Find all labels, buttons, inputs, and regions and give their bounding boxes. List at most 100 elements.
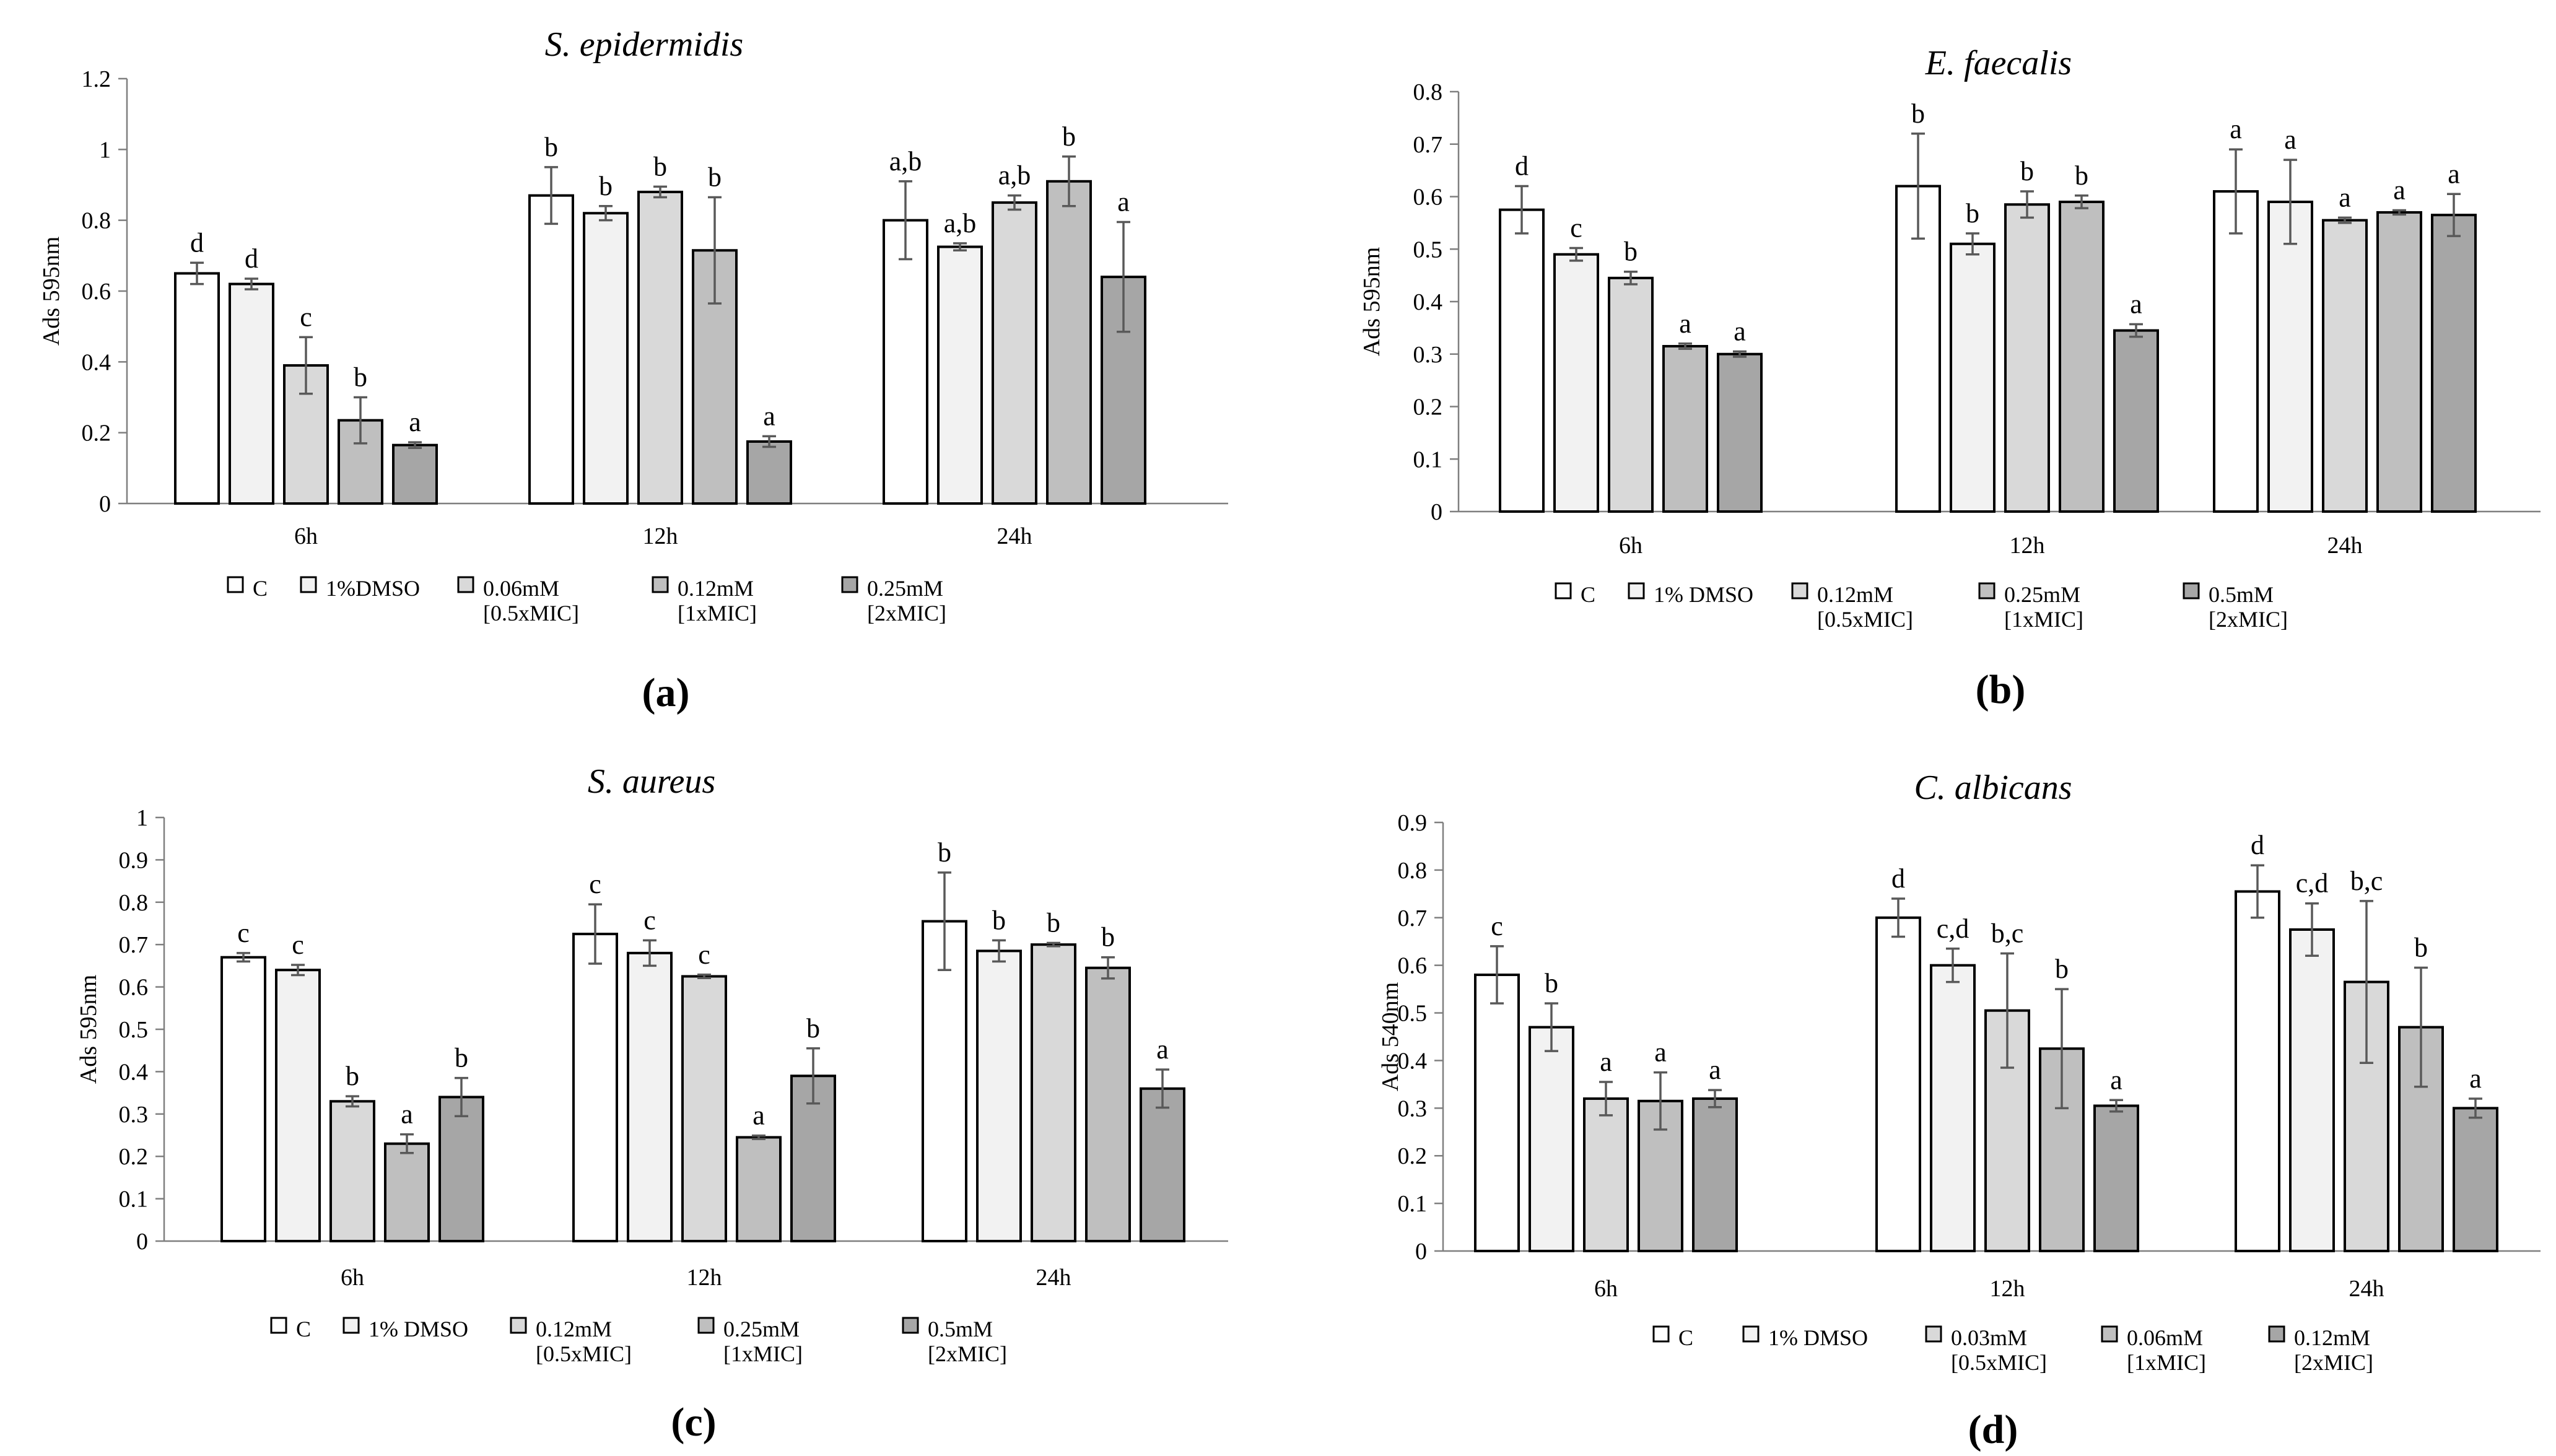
significance-letter: d [190, 227, 204, 258]
legend-label: [1xMIC] [723, 1341, 803, 1366]
significance-letter: d [245, 243, 258, 274]
significance-letter: b [544, 132, 558, 162]
legend-label: 0.12mM [536, 1317, 612, 1341]
bar-24h-series-4 [1085, 966, 1131, 1242]
significance-letter: a,b [944, 208, 977, 238]
y-tick-label: 0 [1431, 499, 1442, 525]
legend-label: [0.5xMIC] [536, 1341, 632, 1366]
panel-label: (b) [1976, 667, 2026, 712]
significance-letter: a [409, 407, 421, 437]
significance-letter: a [2230, 114, 2242, 144]
significance-letter: b [1624, 237, 1638, 267]
bar-24h-series-3 [1031, 943, 1076, 1242]
significance-letter: c,d [2296, 868, 2329, 899]
x-category-label: 6h [1594, 1276, 1618, 1302]
legend-label: C [1678, 1325, 1693, 1350]
legend-label: 0.25mM [867, 576, 943, 601]
significance-letter: d [2251, 830, 2264, 860]
significance-letter: c [643, 905, 656, 935]
bar-24h-series-4 [1046, 180, 1092, 505]
legend-label: [2xMIC] [2209, 607, 2288, 632]
legend-swatch [1652, 1325, 1670, 1343]
x-category-label: 24h [1036, 1265, 1071, 1291]
bar-12h-series-2 [627, 951, 673, 1242]
significance-letter: a [2469, 1063, 2482, 1094]
legend-label: [1xMIC] [2004, 607, 2083, 632]
legend-item: 0.5mM[2xMIC] [902, 1317, 1007, 1366]
legend-label: 0.03mM [1951, 1325, 2027, 1350]
significance-letter: b [455, 1043, 468, 1073]
y-tick-label: 0.6 [82, 279, 111, 305]
legend-item: C [227, 576, 268, 601]
significance-letter: b [1062, 121, 1076, 152]
bar-6h-series-2 [275, 969, 321, 1242]
x-category-label: 12h [643, 523, 678, 549]
x-category-label: 6h [341, 1265, 364, 1291]
x-category-label: 12h [1990, 1276, 2025, 1302]
bar-24h-series-5 [1140, 1087, 1185, 1243]
y-tick-label: 0.7 [1413, 132, 1443, 158]
significance-letter: b [354, 362, 367, 393]
chart-title: S. aureus [588, 762, 715, 801]
legend-label: [1xMIC] [678, 601, 757, 626]
bar-24h-series-2 [976, 949, 1022, 1242]
significance-letter: b [653, 151, 667, 181]
bar-12h-series-4 [736, 1136, 782, 1243]
chart-title: E. faecalis [1925, 44, 2072, 82]
legend-swatch [457, 576, 474, 593]
significance-letter: b [992, 905, 1006, 935]
y-tick-label: 0.8 [1398, 858, 1428, 884]
legend-item: 0.5mM[2xMIC] [2183, 582, 2288, 632]
legend-label: [2xMIC] [928, 1341, 1007, 1366]
y-tick-label: 0.4 [1398, 1048, 1428, 1074]
legend-label: C [253, 576, 268, 601]
legend-swatch [841, 576, 858, 593]
legend-label: [0.5xMIC] [483, 601, 579, 626]
significance-letter: b [1101, 922, 1115, 953]
legend-label: 0.12mM [1817, 582, 1893, 607]
bar-12h-series-1 [1875, 916, 1921, 1253]
significance-letter: b [1047, 907, 1060, 938]
legend-label: 0.5mM [2209, 582, 2274, 607]
y-tick-label: 0 [1415, 1239, 1427, 1265]
significance-letter: b [599, 171, 613, 201]
bar-12h-series-1 [528, 194, 574, 505]
x-category-label: 24h [2349, 1276, 2384, 1302]
chart-panel-4: C. albicans 0 0.1 0.2 0.3 0.4 0.5 0.6 0.7 0.8 0.9 A… [1377, 769, 2541, 1452]
legend-item: 1%DMSO [300, 576, 420, 601]
y-tick-label: 0.1 [1398, 1191, 1428, 1217]
chart-panel-2: E. faecalis 0 0.1 0.2 0.3 0.4 0.5 0.6 0.7 0.8 Ads … [1359, 44, 2541, 712]
legend-swatch [227, 576, 244, 593]
significance-letter: a [1600, 1047, 1612, 1077]
bar-24h-series-1 [883, 219, 928, 505]
y-tick-label: 0.9 [1398, 810, 1428, 836]
y-tick-label: 1 [136, 805, 148, 831]
legend-label: 0.06mM [483, 576, 559, 601]
legend-item: 0.06mM[0.5xMIC] [457, 576, 579, 626]
y-tick-label: 0 [136, 1229, 148, 1255]
y-tick-label: 0.4 [1413, 289, 1443, 315]
y-tick-label: 0.1 [119, 1187, 149, 1213]
bar-6h-series-5 [392, 443, 438, 505]
significance-letter: c [589, 869, 601, 899]
legend-label: C [1581, 582, 1595, 607]
bar-6h-series-2 [1529, 1026, 1574, 1252]
significance-letter: a [2339, 182, 2351, 212]
bar-12h-series-3 [681, 975, 727, 1242]
y-tick-label: 0.3 [1398, 1096, 1428, 1122]
y-tick-label: 0.4 [82, 349, 111, 375]
significance-letter: c [698, 939, 710, 970]
significance-letter: b [1911, 98, 1925, 129]
legend-swatch [2183, 582, 2200, 599]
y-tick-label: 0.5 [1398, 1001, 1428, 1027]
legend-label: 0.25mM [723, 1317, 800, 1341]
significance-letter: b,c [2350, 866, 2383, 896]
legend-item: 0.25mM[1xMIC] [697, 1317, 803, 1366]
significance-letter: b [1966, 198, 1979, 229]
y-tick-label: 0.2 [1413, 395, 1443, 421]
bar-12h-series-2 [583, 212, 629, 505]
significance-letter: c [1491, 911, 1503, 941]
bar-24h-series-3 [992, 201, 1037, 505]
panel-label: (d) [1968, 1407, 2018, 1452]
